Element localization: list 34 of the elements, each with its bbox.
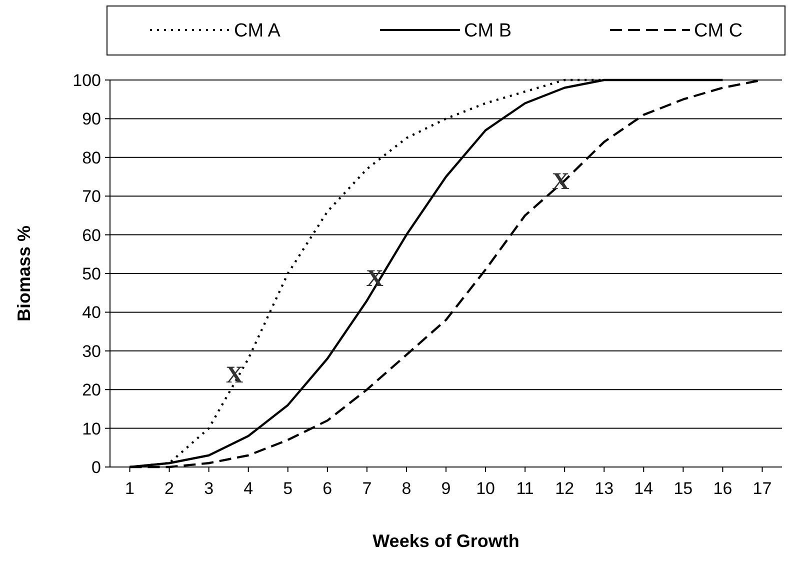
x-tick-label: 4 xyxy=(244,479,254,498)
x-tick-label: 6 xyxy=(322,479,332,498)
annotation: X xyxy=(226,362,244,389)
x-tick-label: 9 xyxy=(441,479,451,498)
y-tick-label: 40 xyxy=(82,303,101,322)
y-axis-title: Biomass % xyxy=(14,225,34,322)
y-tick-label: 30 xyxy=(82,342,101,361)
x-tick-label: 12 xyxy=(555,479,574,498)
x-tick-label: 15 xyxy=(674,479,693,498)
x-tick-label: 2 xyxy=(164,479,174,498)
x-tick-label: 8 xyxy=(402,479,412,498)
x-tick-label: 13 xyxy=(594,479,614,498)
y-tick-label: 20 xyxy=(82,380,101,400)
x-axis-title: Weeks of Growth xyxy=(372,531,520,551)
x-tick-label: 5 xyxy=(283,479,293,498)
legend-label: CM B xyxy=(464,20,512,42)
x-tick-label: 17 xyxy=(752,479,772,498)
y-tick-label: 60 xyxy=(82,226,101,245)
y-tick-label: 50 xyxy=(82,264,101,284)
x-tick-label: 7 xyxy=(362,479,372,498)
x-tick-label: 10 xyxy=(476,479,495,498)
x-tick-label: 11 xyxy=(516,479,534,498)
legend-label: CM C xyxy=(694,20,743,42)
y-tick-label: 100 xyxy=(72,70,101,90)
y-tick-label: 10 xyxy=(82,419,101,438)
legend-label: CM A xyxy=(234,20,281,42)
x-tick-label: 1 xyxy=(125,479,134,498)
y-tick-label: 70 xyxy=(82,187,101,206)
y-tick-label: 0 xyxy=(92,458,101,477)
x-tick-label: 3 xyxy=(204,479,214,498)
y-tick-label: 80 xyxy=(82,148,101,168)
y-tick-label: 90 xyxy=(82,110,101,129)
x-tick-label: 16 xyxy=(713,479,732,498)
x-tick-label: 14 xyxy=(634,479,654,498)
